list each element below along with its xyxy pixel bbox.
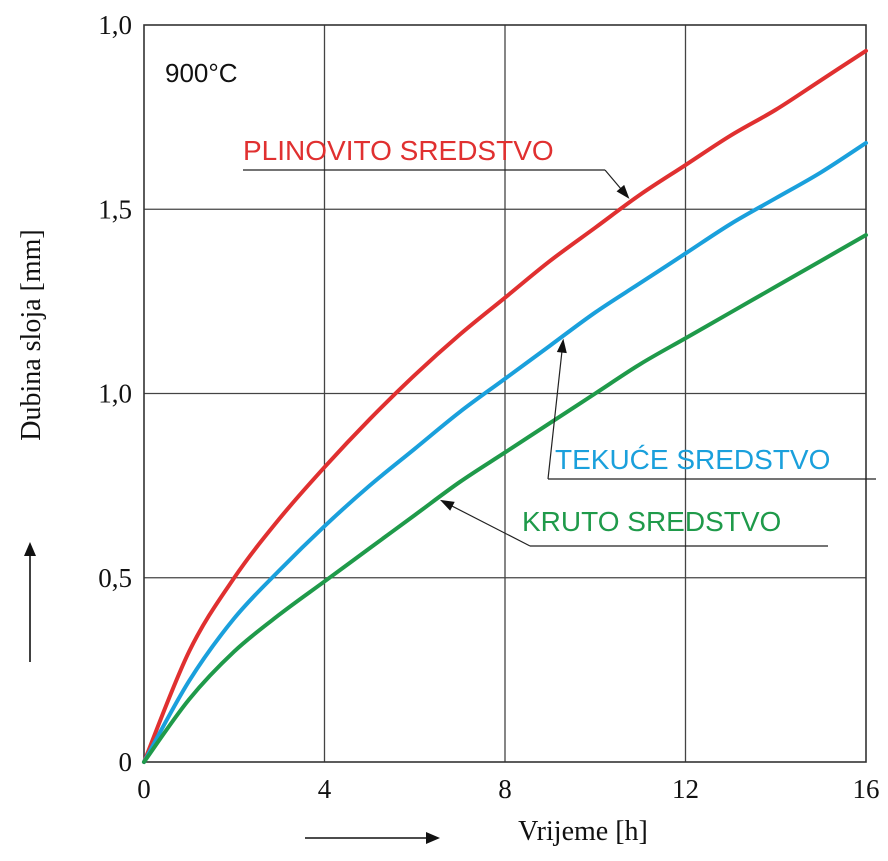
x-tick-label: 12 (672, 774, 699, 804)
y-tick-label: 1,0 (98, 379, 132, 409)
y-tick-label: 0,5 (98, 563, 132, 593)
y-axis-arrow (24, 542, 36, 662)
x-axis-arrow (305, 832, 440, 844)
series-line (142, 48, 868, 764)
annotation-pointer (547, 348, 563, 480)
x-tick-label: 16 (853, 774, 880, 804)
plot-border (143, 24, 867, 763)
y-tick-label: 1,0 (98, 10, 132, 40)
annotation-label: KRUTO SREDSTVO (522, 506, 781, 537)
y-tick-label: 0 (119, 747, 133, 777)
plot-frame (143, 24, 867, 763)
annotation-pointer (448, 503, 531, 547)
annotation-arrowhead (616, 184, 630, 199)
series-group (142, 48, 868, 764)
y-axis-title: Dubina sloja [mm] (16, 229, 47, 441)
series-line (142, 233, 868, 764)
annotation-label: PLINOVITO SREDSTVO (243, 135, 554, 166)
x-tick-label: 8 (498, 774, 512, 804)
annotation-arrowhead (556, 338, 567, 354)
series-line (142, 140, 868, 764)
x-tick-label: 0 (137, 774, 151, 804)
tick-labels: 0 4 8 12 16 0 0,5 1,0 1,5 1,0 (98, 10, 879, 804)
x-tick-label: 4 (318, 774, 332, 804)
grid (144, 25, 866, 762)
temperature-label: 900°C (165, 58, 238, 88)
y-tick-label: 1,5 (98, 194, 132, 224)
annotation-label: TEKUĆE SREDSTVO (555, 444, 830, 475)
annotation-arrowhead (439, 499, 455, 511)
annotation-pointer (604, 169, 624, 192)
annotations: PLINOVITO SREDSTVO TEKUĆE SREDSTVO KRUTO S… (243, 135, 876, 547)
x-axis-title: Vrijeme [h] (518, 816, 648, 847)
